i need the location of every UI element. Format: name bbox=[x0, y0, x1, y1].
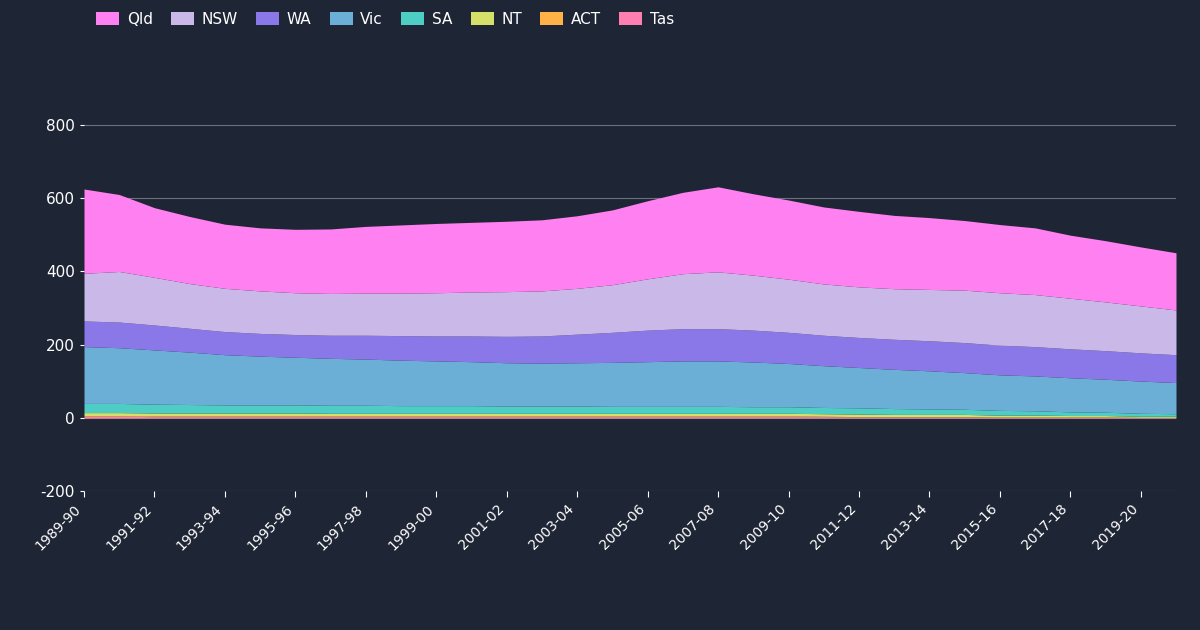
Legend: Qld, NSW, WA, Vic, SA, NT, ACT, Tas: Qld, NSW, WA, Vic, SA, NT, ACT, Tas bbox=[91, 7, 679, 32]
